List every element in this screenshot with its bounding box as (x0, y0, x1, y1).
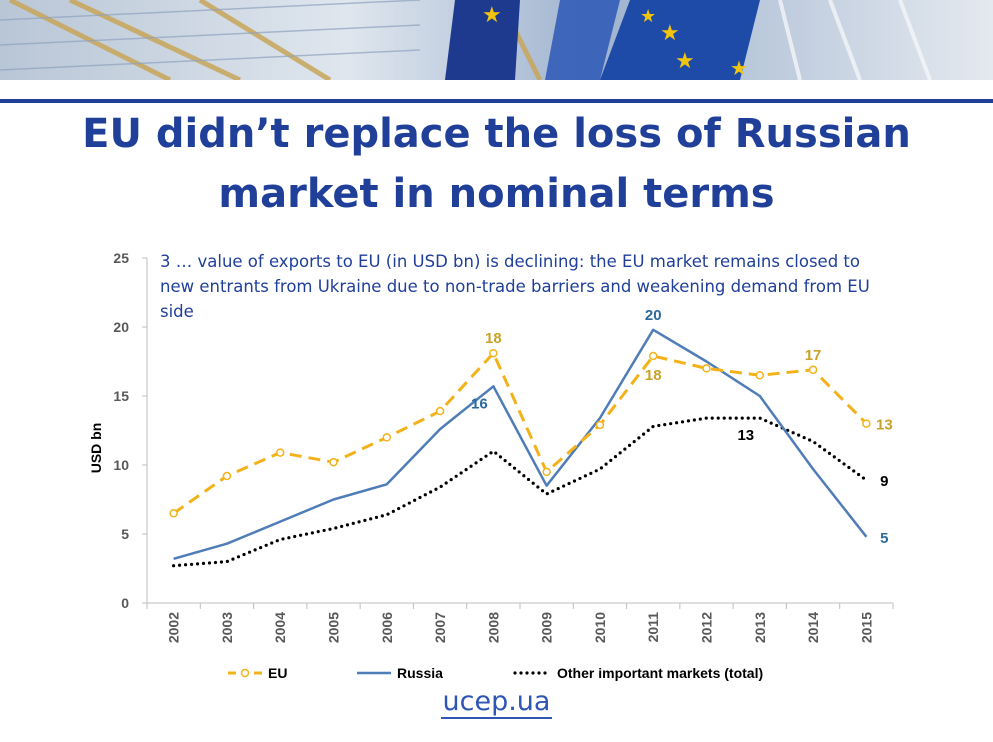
x-tick-label: 2009 (539, 612, 555, 643)
x-tick-label: 2007 (432, 612, 448, 643)
data-point-eu (648, 351, 658, 361)
svg-text:★: ★ (640, 6, 656, 27)
page-title: EU didn’t replace the loss of Russian ma… (0, 104, 993, 224)
y-tick-label: 25 (113, 250, 129, 266)
svg-text:★: ★ (660, 21, 680, 46)
legend-label-eu: EU (268, 665, 287, 681)
data-point-eu (382, 433, 392, 442)
x-tick-label: 2008 (485, 612, 501, 643)
data-point-eu (222, 471, 232, 481)
data-label-eu: 18 (645, 367, 662, 384)
legend-marker-eu (240, 668, 250, 678)
data-label-other: 13 (737, 427, 754, 444)
x-tick-label: 2003 (219, 612, 235, 643)
brand-link[interactable]: ucep.ua (0, 686, 993, 719)
header-banner: ★ ★ ★ ★ ★ (0, 0, 993, 80)
legend-label-russia: Russia (397, 665, 443, 681)
chart-annotation: 3 … value of exports to EU (in USD bn) i… (160, 252, 870, 321)
data-label-russia: 5 (880, 530, 888, 547)
data-point-eu (702, 364, 711, 373)
series-line-russia (173, 328, 868, 561)
x-tick-label: 2006 (379, 612, 395, 643)
data-point-eu (808, 365, 818, 375)
data-point-eu (862, 419, 871, 428)
header-divider (0, 99, 993, 103)
svg-text:★: ★ (730, 56, 748, 80)
y-tick-label: 20 (113, 319, 129, 335)
y-tick-label: 5 (121, 526, 129, 542)
y-tick-label: 15 (113, 388, 129, 404)
x-tick-label: 2005 (326, 612, 342, 643)
data-point-eu (435, 406, 445, 416)
series-line-eu (172, 351, 868, 515)
data-point-eu (329, 457, 338, 467)
page-title-line-1: EU didn’t replace the loss of Russian (82, 111, 911, 157)
x-tick-label: 2015 (858, 612, 874, 643)
data-label-eu: 17 (805, 347, 822, 364)
data-label-eu: 18 (485, 330, 502, 347)
data-label-russia: 16 (471, 395, 488, 412)
data-label-eu: 13 (876, 417, 893, 434)
y-tick-label: 10 (113, 457, 129, 473)
data-point-eu (595, 420, 605, 430)
x-tick-label: 2014 (805, 612, 821, 643)
data-point-eu (542, 467, 551, 477)
x-tick-label: 2011 (645, 612, 661, 643)
y-tick-label: 0 (121, 595, 129, 611)
data-point-eu (275, 448, 285, 457)
data-label-other: 9 (880, 473, 888, 490)
data-point-eu (755, 371, 765, 380)
data-label-russia: 20 (645, 307, 662, 324)
x-tick-label: 2012 (699, 612, 715, 643)
x-tick-label: 2010 (592, 612, 608, 643)
page-title-line-2: market in nominal terms (218, 171, 775, 217)
x-tick-label: 2013 (752, 612, 768, 643)
data-point-eu (489, 348, 498, 358)
data-point-eu (169, 509, 178, 518)
brand-text: ucep.ua (440, 686, 553, 719)
legend-label-other: Other important markets (total) (557, 665, 763, 681)
flag-banner-image: ★ ★ ★ ★ ★ (0, 0, 993, 80)
y-axis-title: USD bn (88, 423, 104, 474)
x-tick-label: 2002 (166, 612, 182, 643)
x-tick-label: 2004 (272, 612, 288, 643)
svg-text:★: ★ (675, 49, 695, 74)
series-line-other (172, 416, 869, 568)
svg-text:★: ★ (482, 3, 502, 28)
